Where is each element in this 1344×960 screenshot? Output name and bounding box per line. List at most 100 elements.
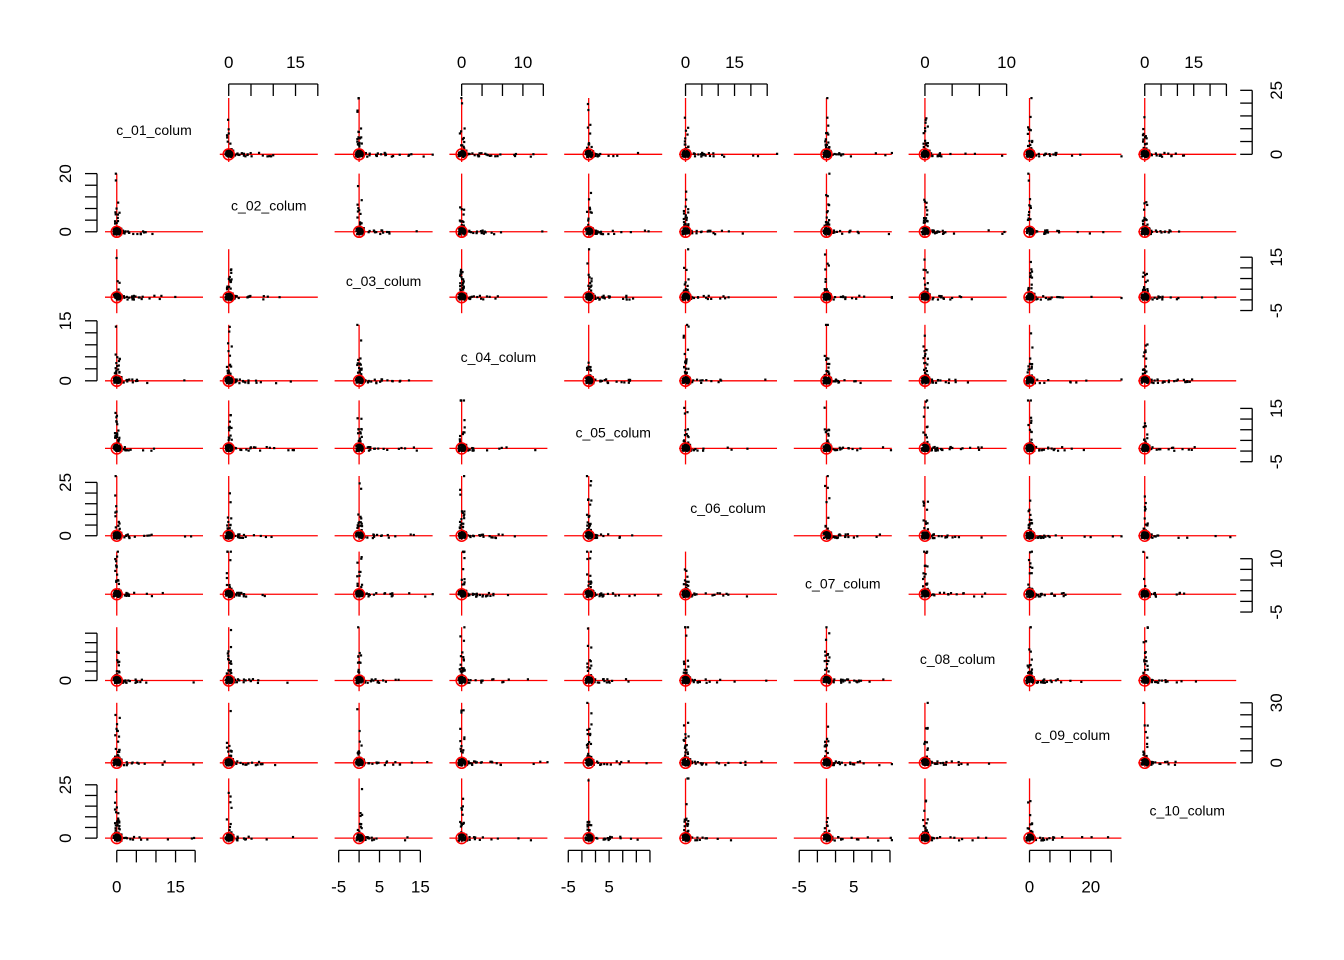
data-point <box>114 211 117 214</box>
data-point <box>360 228 364 232</box>
data-point <box>225 534 229 537</box>
data-point <box>226 342 230 345</box>
data-point <box>227 439 230 442</box>
data-point <box>684 214 687 217</box>
data-point <box>1026 371 1029 374</box>
data-point <box>1145 298 1148 301</box>
data-point <box>977 448 981 451</box>
data-point <box>463 443 466 446</box>
data-point <box>464 232 467 235</box>
origin-marker <box>1138 442 1151 455</box>
data-point <box>599 533 603 536</box>
data-point <box>1142 229 1145 232</box>
data-point <box>587 526 591 529</box>
data-point <box>124 230 127 233</box>
data-point <box>838 152 841 155</box>
data-point <box>927 230 931 233</box>
origin-marker <box>918 374 932 388</box>
scatter-panel <box>908 98 1007 162</box>
data-point <box>230 438 233 441</box>
data-point <box>1188 380 1191 383</box>
data-point <box>592 230 595 234</box>
data-point <box>462 285 465 288</box>
data-point <box>122 295 125 298</box>
data-point <box>706 297 709 301</box>
data-point <box>980 446 983 449</box>
data-point <box>462 514 465 517</box>
data-point <box>364 379 367 382</box>
data-point <box>939 296 943 299</box>
data-point <box>1029 260 1032 264</box>
data-point <box>462 224 465 227</box>
data-point <box>682 149 685 152</box>
data-point <box>855 297 858 300</box>
data-point <box>687 325 690 328</box>
data-point <box>534 449 537 452</box>
data-point <box>356 432 360 435</box>
data-point <box>1141 275 1145 278</box>
data-point <box>461 152 464 156</box>
data-point <box>643 229 647 232</box>
data-point <box>927 448 931 451</box>
data-point <box>594 229 597 232</box>
data-point <box>359 230 362 234</box>
data-point <box>685 446 688 450</box>
data-point <box>587 143 591 146</box>
data-point <box>684 205 687 208</box>
data-point <box>1036 378 1039 381</box>
data-point <box>849 155 853 158</box>
origin-marker <box>1023 374 1036 388</box>
data-point <box>124 449 127 452</box>
data-point <box>114 445 117 449</box>
data-point <box>1047 298 1050 301</box>
data-point <box>373 378 376 381</box>
data-point <box>712 152 715 155</box>
data-point <box>255 381 258 384</box>
data-point <box>359 148 363 152</box>
data-point <box>844 296 847 299</box>
data-point <box>1031 228 1034 231</box>
data-point <box>1193 446 1196 449</box>
data-point <box>239 448 242 451</box>
data-point <box>1146 445 1149 449</box>
data-point <box>1182 378 1186 381</box>
data-point <box>682 212 686 215</box>
data-point <box>247 380 250 384</box>
data-point <box>462 293 466 296</box>
data-point <box>224 376 227 379</box>
data-point <box>1142 153 1145 156</box>
data-point <box>228 325 231 328</box>
data-point <box>287 449 290 452</box>
data-point <box>1142 449 1146 452</box>
data-point <box>828 172 831 175</box>
data-point <box>938 154 941 158</box>
data-point <box>225 134 229 137</box>
data-point <box>824 144 827 147</box>
data-point <box>1147 153 1150 156</box>
data-point <box>1150 447 1153 450</box>
data-point <box>231 444 234 448</box>
data-point <box>926 288 929 291</box>
data-point <box>890 295 893 299</box>
data-point <box>117 440 120 443</box>
data-point <box>358 209 361 212</box>
data-point <box>1047 379 1050 382</box>
data-point <box>923 354 927 358</box>
data-point <box>226 516 230 519</box>
data-point <box>683 447 686 450</box>
data-point <box>1032 152 1035 155</box>
scatter-panel <box>105 400 203 465</box>
data-point <box>359 227 362 230</box>
data-point <box>587 361 590 364</box>
data-point <box>1146 229 1149 233</box>
data-point <box>356 216 359 219</box>
data-point <box>835 379 838 382</box>
data-point <box>1167 381 1170 384</box>
data-point <box>924 218 927 221</box>
data-point <box>921 227 924 230</box>
data-point <box>412 533 415 537</box>
data-point <box>1030 296 1034 299</box>
data-point <box>685 382 688 385</box>
data-point <box>1031 449 1034 452</box>
data-point <box>923 227 926 230</box>
